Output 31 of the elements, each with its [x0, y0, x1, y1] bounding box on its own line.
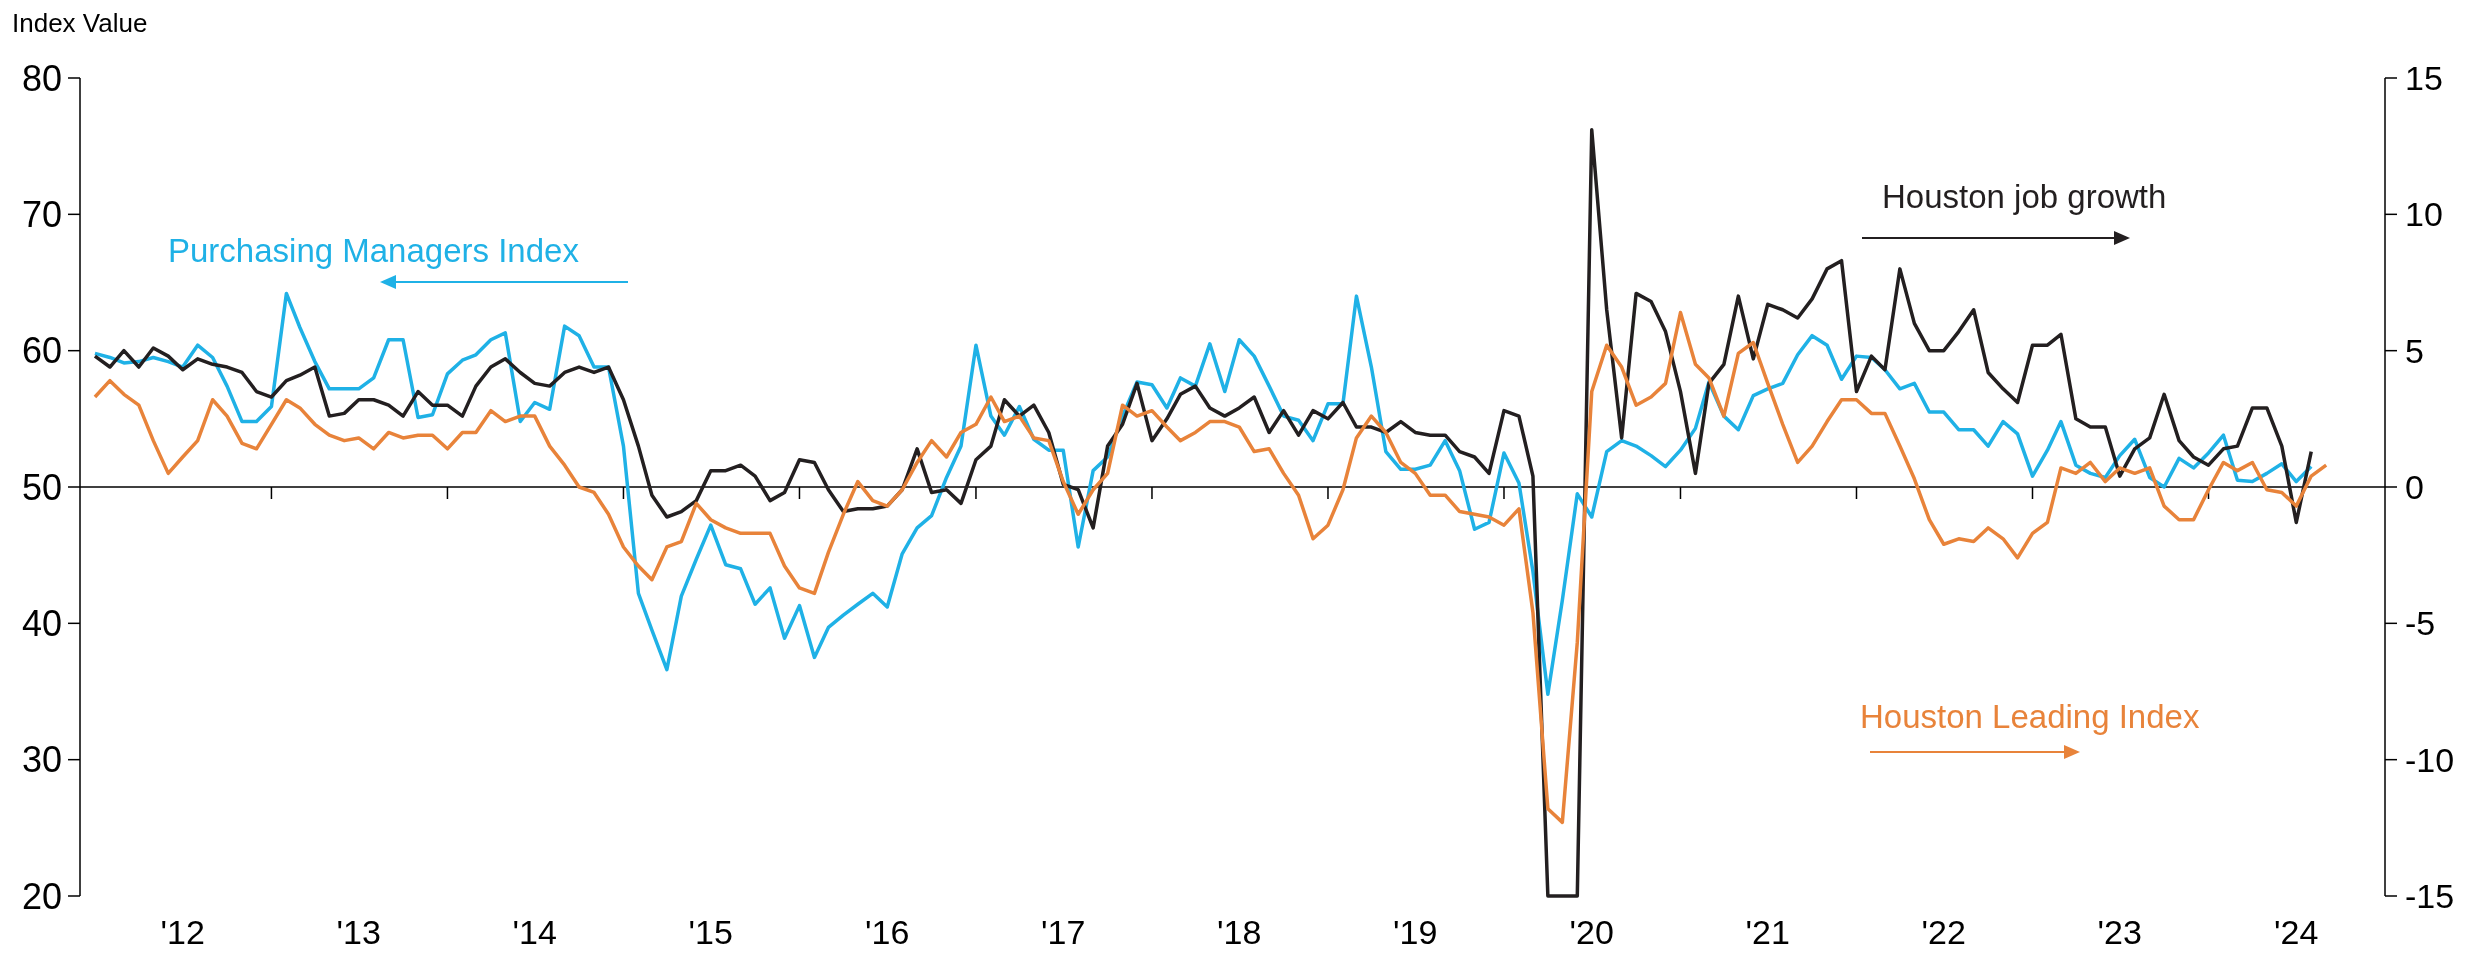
- y2-tick-label: -15: [2405, 876, 2455, 915]
- y-tick-label: 50: [21, 466, 62, 508]
- x-tick-label: '16: [865, 913, 910, 951]
- x-tick-label: '15: [688, 913, 733, 951]
- y-axis-title: Index Value: [12, 8, 148, 38]
- x-tick-label: '13: [336, 913, 381, 951]
- x-tick-label: '22: [1921, 913, 1966, 951]
- y2-tick-label: -5: [2405, 604, 2436, 643]
- x-tick-label: '23: [2097, 913, 2142, 951]
- y2-tick-label: -10: [2405, 740, 2455, 779]
- x-tick-label: '17: [1041, 913, 1086, 951]
- x-tick-label: '19: [1393, 913, 1438, 951]
- y2-tick-label: 10: [2405, 195, 2443, 234]
- x-tick-label: '18: [1217, 913, 1262, 951]
- x-tick-label: '21: [1745, 913, 1790, 951]
- series-label: Purchasing Managers Index: [168, 232, 580, 269]
- y2-tick-label: 5: [2405, 331, 2424, 370]
- y-tick-label: 40: [21, 602, 62, 644]
- x-tick-label: '20: [1569, 913, 1614, 951]
- x-tick-label: '24: [2274, 913, 2319, 951]
- y-tick-label: 20: [21, 875, 62, 917]
- y-tick-label: 30: [21, 739, 62, 781]
- y-tick-label: 70: [21, 193, 62, 235]
- x-tick-label: '14: [512, 913, 557, 951]
- y-tick-label: 80: [21, 57, 62, 99]
- x-tick-label: '12: [160, 913, 205, 951]
- y-tick-label: 60: [21, 330, 62, 372]
- y2-tick-label: 15: [2405, 58, 2443, 97]
- y2-tick-label: 0: [2405, 467, 2424, 506]
- series-label: Houston job growth: [1882, 178, 2167, 215]
- text: Houston Leading Index: [1860, 698, 2200, 735]
